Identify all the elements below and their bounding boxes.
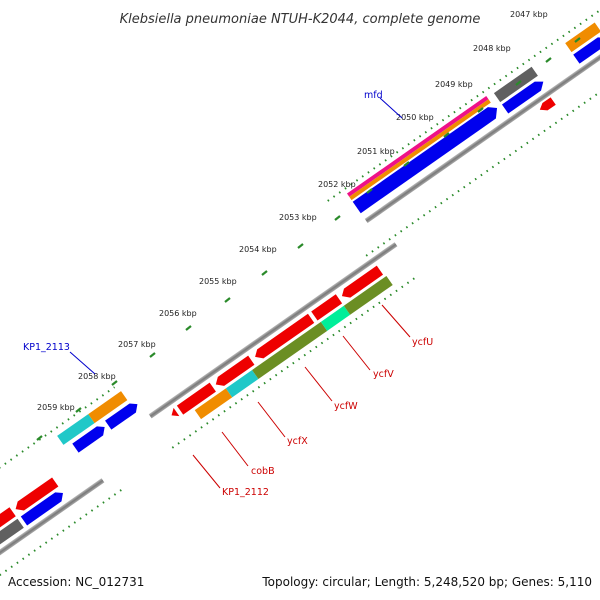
middle-segment — [148, 242, 419, 449]
gene-label-ycfw: ycfW — [334, 401, 358, 412]
gene-mfd-pink — [346, 96, 489, 197]
kbp-label: 2053 kbp — [279, 213, 317, 222]
gene-red-m5 — [311, 294, 343, 321]
kbp-label: 2058 kbp — [78, 372, 116, 381]
kbp-label: 2047 kbp — [510, 10, 548, 19]
gene-orange-left — [88, 391, 128, 424]
backbone-lower — [0, 478, 105, 575]
gene-ycfV — [320, 305, 351, 331]
tick-track-middle — [171, 274, 419, 449]
gene-red-low-1 — [0, 507, 16, 544]
kbp-label: 2052 kbp — [318, 180, 356, 189]
kbp-label: 2056 kbp — [159, 309, 197, 318]
gene-label-ycfx: ycfX — [287, 436, 308, 447]
gene-label-mfd: mfd — [364, 90, 383, 101]
gene-mfd-orange — [349, 99, 491, 201]
kbp-label: 2049 kbp — [435, 80, 473, 89]
map-title: Klebsiella pneumoniae NTUH-K2044, comple… — [120, 12, 481, 27]
gene-label-cobb: cobB — [251, 466, 275, 477]
kbp-label: 2051 kbp — [357, 147, 395, 156]
kbp-label: 2059 kbp — [37, 403, 75, 412]
gene-label-ycfu: ycfU — [412, 337, 433, 348]
gene-cobB — [194, 388, 233, 420]
gene-gray-low — [0, 518, 24, 556]
gene-red-m4 — [255, 313, 315, 359]
gene-red-m2 — [176, 382, 216, 415]
kbp-label: 2055 kbp — [199, 277, 237, 286]
tick-track-lower — [0, 488, 123, 589]
summary-text: Topology: circular; Length: 5,248,520 bp… — [261, 575, 592, 589]
gene-kp1-2113 — [57, 414, 95, 445]
gene-blue-3 — [573, 37, 600, 64]
gene-ycfW — [252, 321, 328, 380]
gene-ycfX — [225, 370, 259, 398]
tick-track-left — [0, 386, 116, 477]
gene-mfd-blue — [352, 107, 498, 214]
gene-red-m1 — [171, 407, 180, 417]
gene-blue-2 — [501, 81, 544, 114]
kbp-label: 2050 kbp — [396, 113, 434, 122]
gene-red-m3 — [215, 355, 255, 386]
kbp-label: 2048 kbp — [473, 44, 511, 53]
gene-ycfU — [343, 275, 393, 315]
kbp-label: 2057 kbp — [118, 340, 156, 349]
gene-orange-2 — [565, 22, 600, 53]
gene-label-leaders — [69, 97, 411, 489]
gene-red-small — [539, 97, 556, 111]
left-segment — [0, 386, 138, 477]
gene-label-kp1-2113: KP1_2113 — [23, 342, 70, 353]
gene-blue-low — [20, 492, 63, 526]
upper-segment — [327, 5, 600, 257]
kbp-label: 2054 kbp — [239, 245, 277, 254]
backbone-upper — [364, 46, 600, 224]
gene-red-low-2 — [15, 477, 59, 511]
lower-left-segment — [0, 477, 123, 589]
gene-blue-left-1 — [72, 426, 105, 453]
gene-label-kp1-2112: KP1_2112 — [222, 487, 269, 498]
tick-track-inner-upper — [365, 59, 600, 257]
accession-text: Accession: NC_012731 — [8, 575, 144, 589]
tick-marks — [36, 37, 581, 441]
backbone-middle — [148, 242, 398, 419]
tick-track-outer-upper — [327, 5, 600, 202]
gene-red-m6 — [341, 265, 384, 298]
gene-label-ycfv: ycfV — [373, 369, 394, 380]
gene-blue-left-2 — [105, 403, 138, 430]
kbp-labels: 2047 kbp 2048 kbp 2049 kbp 2050 kbp 2051… — [37, 10, 548, 412]
